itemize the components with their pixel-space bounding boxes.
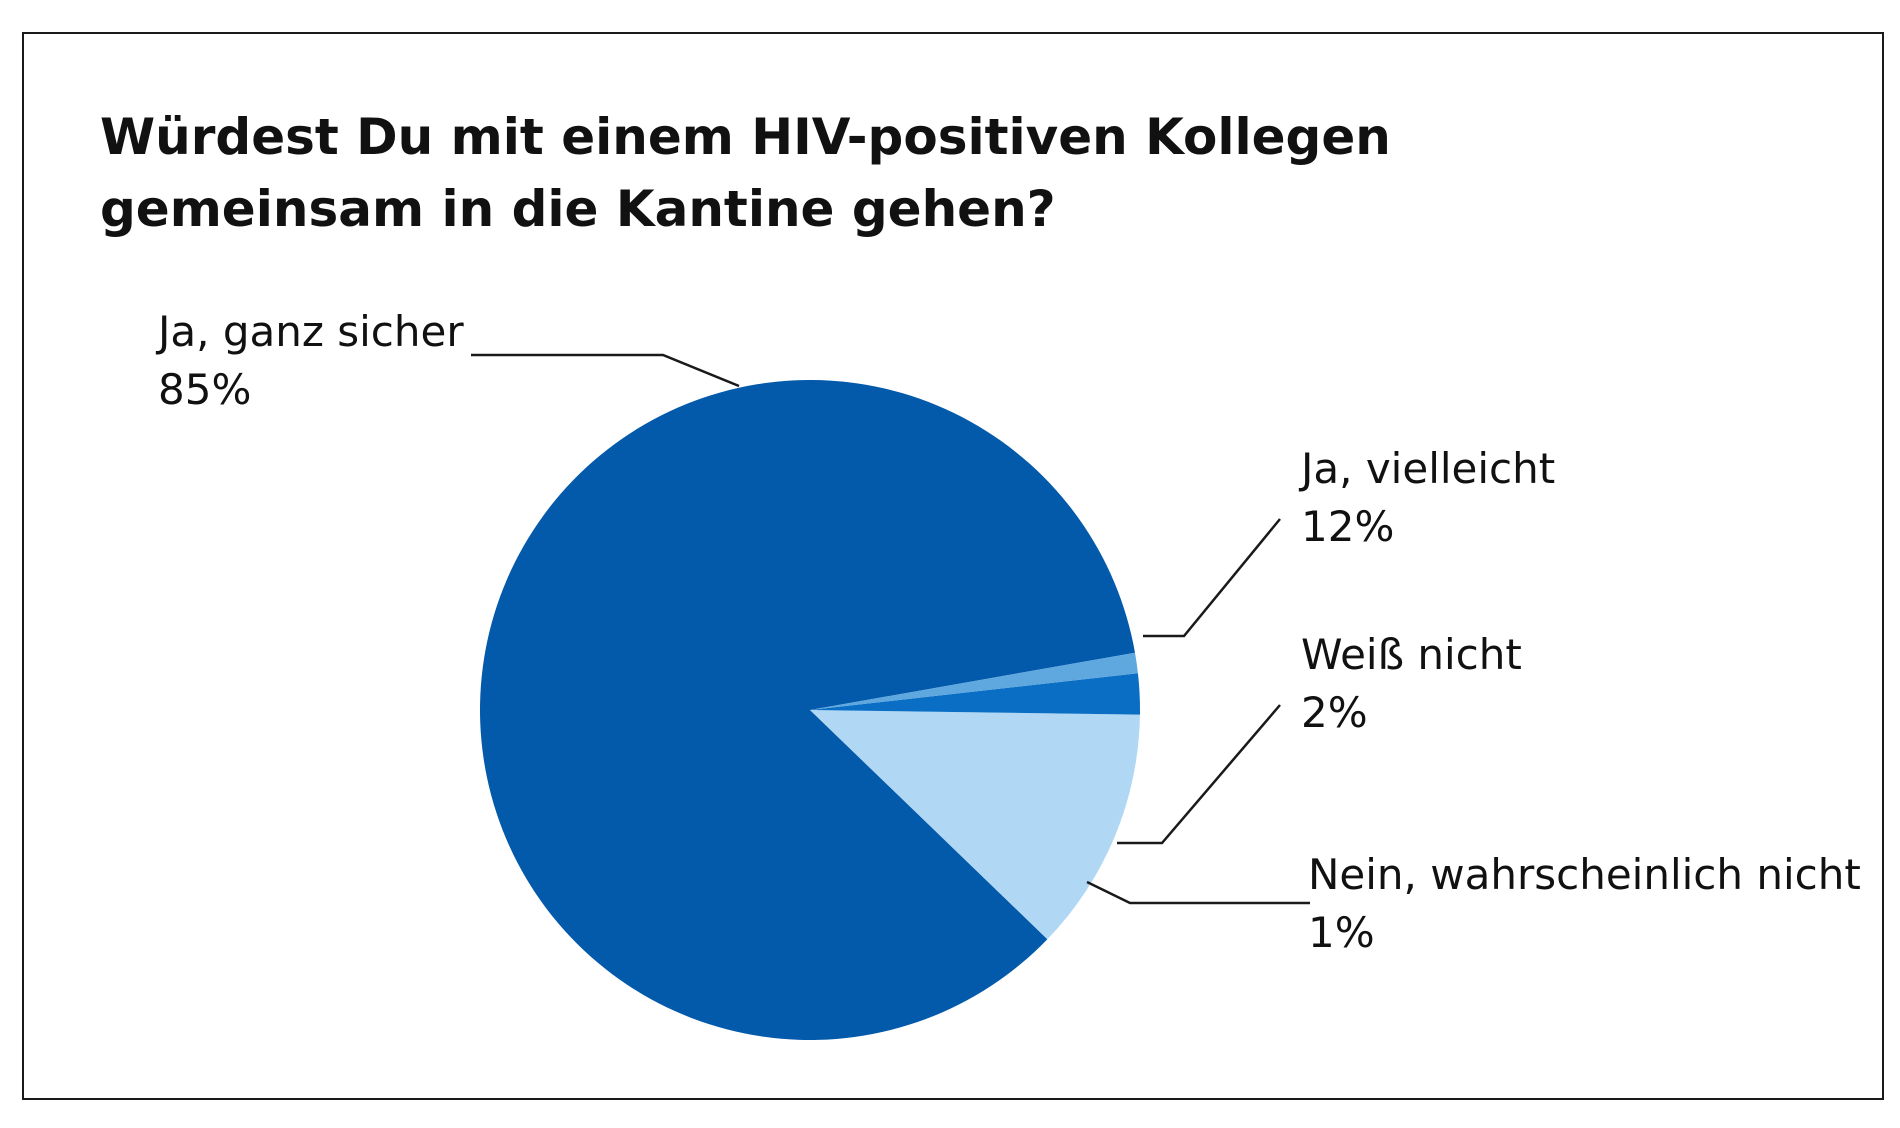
chart-title-line-2: gemeinsam in die Kantine gehen?: [100, 180, 1056, 238]
pie-slice-ja-ganz-sicher: [480, 379, 1135, 1040]
slice-label-nein-wahrscheinlich-nicht: Nein, wahrscheinlich nicht: [1308, 850, 1861, 899]
leader-lines: [471, 353, 1310, 905]
pie-slice-ja-vielleicht: [810, 710, 1140, 940]
pie-slice-weiss-nicht: [810, 673, 1141, 715]
pie-slices: [480, 379, 1141, 1040]
chart-frame: Würdest Du mit einem HIV-positiven Kolle…: [22, 32, 1884, 1100]
leader-line-ja-vielleicht: [1143, 518, 1281, 638]
slice-labels: Ja, ganz sicher 85% Ja, vielleicht 12% W…: [155, 307, 1861, 957]
slice-label-ja-ganz-sicher: Ja, ganz sicher: [155, 307, 464, 356]
slice-label-weiss-nicht: Weiß nicht: [1301, 630, 1522, 679]
slice-value-ja-vielleicht: 12%: [1301, 502, 1394, 551]
leader-line-weiss-nicht: [1117, 704, 1281, 845]
pie-chart: Würdest Du mit einem HIV-positiven Kolle…: [100, 108, 1861, 1040]
leader-line-ja-ganz-sicher: [471, 353, 740, 388]
slice-value-nein-wahrscheinlich-nicht: 1%: [1308, 908, 1375, 957]
slice-label-ja-vielleicht: Ja, vielleicht: [1298, 444, 1555, 493]
chart-title-line-1: Würdest Du mit einem HIV-positiven Kolle…: [100, 108, 1391, 166]
pie-slice-nein-wahrscheinlich-nicht: [810, 652, 1138, 710]
slice-value-weiss-nicht: 2%: [1301, 688, 1368, 737]
slice-value-ja-ganz-sicher: 85%: [158, 365, 251, 414]
leader-line-nein: [1086, 880, 1310, 905]
